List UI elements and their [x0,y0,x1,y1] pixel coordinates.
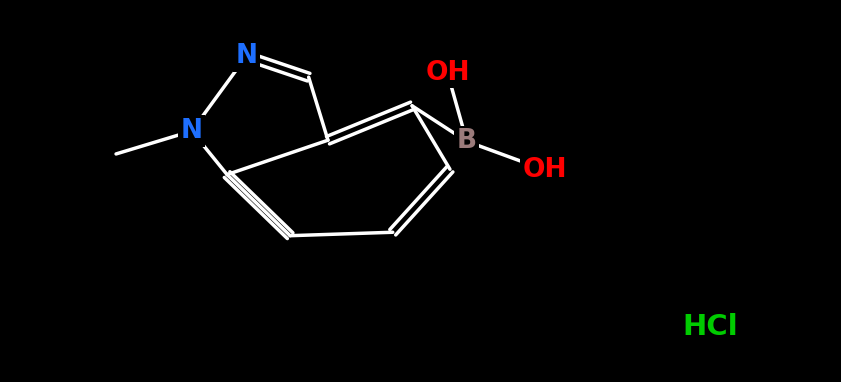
Text: N: N [235,43,257,69]
Text: OH: OH [426,60,469,86]
Text: HCl: HCl [683,312,738,341]
Text: N: N [181,118,203,144]
Text: OH: OH [523,157,567,183]
Text: B: B [457,128,477,154]
